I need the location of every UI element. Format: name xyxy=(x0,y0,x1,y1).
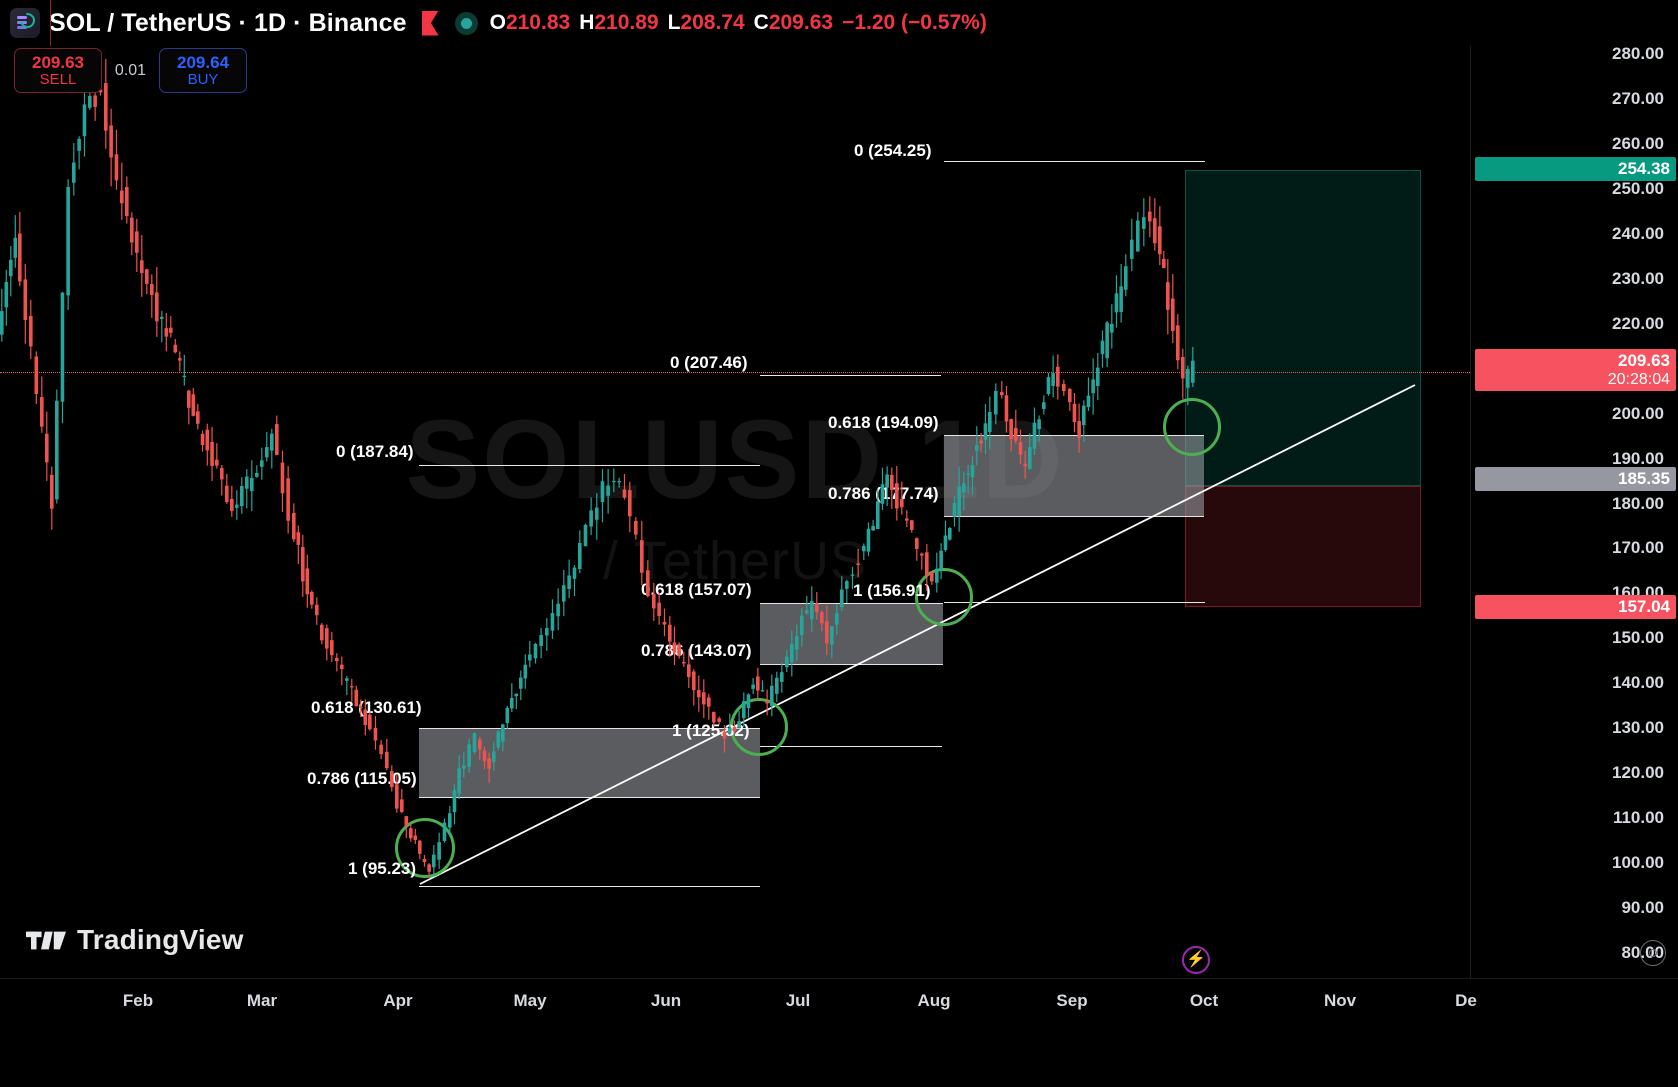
market-open-dot-icon[interactable] xyxy=(454,11,478,35)
sell-price: 209.63 xyxy=(32,52,84,72)
fib-label-0-207: 0 (207.46) xyxy=(670,353,748,372)
bounce-circle-4[interactable] xyxy=(1163,398,1221,456)
buy-price: 209.64 xyxy=(177,52,229,72)
tradingview-wordmark: TradingView xyxy=(77,924,244,955)
alert-lightning-icon[interactable]: ⚡ xyxy=(1182,946,1210,974)
sell-button[interactable]: 209.63 SELL xyxy=(14,48,102,93)
current-price-line xyxy=(0,372,1470,373)
price-tick: 110.00 xyxy=(1612,808,1664,828)
price-tick: 100.00 xyxy=(1612,853,1664,873)
buy-button[interactable]: 209.64 BUY xyxy=(159,48,247,93)
fib-label-0786-143: 0.786 (143.07) xyxy=(641,641,752,660)
price-tick: 240.00 xyxy=(1612,223,1664,243)
fib-label-1-156: 1 (156.91) xyxy=(853,581,931,600)
ohlc-close-value: 209.63 xyxy=(768,11,834,34)
price-tick: 280.00 xyxy=(1612,44,1664,63)
ohlc-readout: O210.83 H210.89 L208.74 C209.63 −1.20 (−0.57… xyxy=(490,11,987,35)
ohlc-open-label: O xyxy=(489,11,506,34)
fib-label-0-254: 0 (254.25) xyxy=(854,141,932,160)
time-tick: Jun xyxy=(650,991,682,1010)
time-axis[interactable]: Feb Mar Apr May Jun Jul Aug Sep Oct Nov De xyxy=(0,978,1678,1087)
ohlc-open-value: 210.83 xyxy=(505,11,571,34)
price-tick: 140.00 xyxy=(1612,673,1664,693)
fib-line-95[interactable] xyxy=(419,886,760,887)
ohlc-low-value: 208.74 xyxy=(680,11,745,34)
sell-label: SELL xyxy=(39,70,77,88)
tradingview-logo: TradingView xyxy=(26,924,244,956)
time-tick: Oct xyxy=(1189,991,1219,1010)
price-tick: 270.00 xyxy=(1612,88,1664,108)
chart-header: SOL / TetherUS · 1D · Binance O210.83 H21… xyxy=(0,0,1678,46)
candlestick-series xyxy=(0,58,1195,877)
time-tick: Apr xyxy=(383,991,413,1010)
ohlc-high-label: H xyxy=(579,11,595,34)
price-tick: 120.00 xyxy=(1612,763,1664,783)
price-tag-209-63[interactable]: 209.63 20:28:04 xyxy=(1475,349,1676,392)
ohlc-change: −1.20 (−0.57%) xyxy=(842,11,987,34)
ohlc-high-value: 210.89 xyxy=(594,11,659,34)
tradingview-mark-icon xyxy=(26,931,66,949)
axis-settings-icon[interactable] xyxy=(1640,940,1666,966)
time-tick: Feb xyxy=(122,991,154,1010)
price-tick: 220.00 xyxy=(1612,313,1664,333)
ohlc-close-label: C xyxy=(753,11,769,34)
price-tick: 180.00 xyxy=(1612,493,1664,513)
price-tick: 90.00 xyxy=(1621,898,1664,918)
fib-label-0786-115: 0.786 (115.05) xyxy=(307,769,417,788)
fib-line-254[interactable] xyxy=(944,161,1205,162)
fib-label-0618-130: 0.618 (130.61) xyxy=(311,698,422,717)
price-tick: 190.00 xyxy=(1612,448,1664,468)
crosshair-vertical-line xyxy=(50,0,51,46)
buy-label: BUY xyxy=(187,70,219,88)
price-tick: 260.00 xyxy=(1612,133,1664,153)
price-tag-157-04[interactable]: 157.04 xyxy=(1475,594,1676,619)
price-tag-254-38[interactable]: 254.38 xyxy=(1475,157,1676,182)
time-tick: Aug xyxy=(917,991,951,1010)
time-tick: De xyxy=(1455,991,1477,1010)
sol-symbol-icon xyxy=(10,8,40,38)
time-tick: Nov xyxy=(1323,991,1357,1010)
price-tick: 130.00 xyxy=(1612,718,1664,738)
trade-panel: 209.63 SELL 0.01 209.64 BUY xyxy=(14,48,247,93)
ohlc-low-label: L xyxy=(667,11,681,34)
fib-label-0-187: 0 (187.84) xyxy=(336,442,414,461)
time-tick: Jul xyxy=(785,991,811,1010)
page-title[interactable]: SOL / TetherUS · 1D · Binance xyxy=(49,8,407,37)
price-tick: 250.00 xyxy=(1612,178,1664,198)
replay-flag-icon[interactable] xyxy=(421,10,439,36)
fib-label-1-95: 1 (95.23) xyxy=(348,859,417,878)
price-tick: 150.00 xyxy=(1612,628,1664,648)
price-tick: 170.00 xyxy=(1612,538,1664,558)
bounce-circle-1[interactable] xyxy=(395,818,455,878)
spread-value: 0.01 xyxy=(114,61,147,79)
time-tick: Sep xyxy=(1056,991,1088,1010)
fib-label-0618-157: 0.618 (157.07) xyxy=(641,580,752,599)
price-axis[interactable]: USDT 280.00270.00260.00250.00240.00230.0… xyxy=(1470,0,1678,978)
time-tick: Mar xyxy=(246,991,278,1010)
bounce-circle-2[interactable] xyxy=(730,698,788,756)
chart-canvas[interactable]: SOLUSD 1D / TetherUS 0 (254.25) 0 (207.4… xyxy=(0,0,1470,978)
price-tick: 200.00 xyxy=(1612,403,1664,423)
time-tick: May xyxy=(513,991,547,1010)
price-tick: 230.00 xyxy=(1612,268,1664,288)
fib-label-0618-194: 0.618 (194.09) xyxy=(828,413,939,432)
price-tag-185-35[interactable]: 185.35 xyxy=(1475,467,1676,492)
fib-line-207[interactable] xyxy=(760,375,941,376)
bounce-circle-3[interactable] xyxy=(915,568,973,626)
